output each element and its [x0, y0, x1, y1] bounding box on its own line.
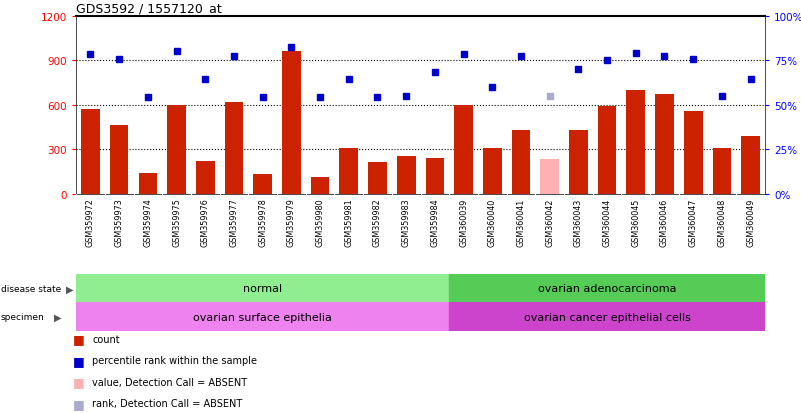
Text: ovarian adenocarcinoma: ovarian adenocarcinoma — [537, 284, 676, 294]
Text: GSM360040: GSM360040 — [488, 198, 497, 246]
Bar — [655, 95, 674, 194]
Bar — [425, 159, 445, 194]
Text: GSM359980: GSM359980 — [316, 198, 324, 247]
Text: GDS3592 / 1557120_at: GDS3592 / 1557120_at — [76, 2, 222, 15]
Bar — [340, 149, 358, 194]
Text: GSM360047: GSM360047 — [689, 198, 698, 247]
Bar — [76, 275, 449, 303]
Text: ■: ■ — [73, 375, 84, 389]
Text: GSM360041: GSM360041 — [517, 198, 525, 246]
Text: GSM359978: GSM359978 — [258, 198, 268, 247]
Text: value, Detection Call = ABSENT: value, Detection Call = ABSENT — [92, 377, 248, 387]
Bar — [253, 175, 272, 194]
Text: GSM360043: GSM360043 — [574, 198, 583, 246]
Text: GSM359984: GSM359984 — [430, 198, 440, 247]
Bar — [224, 102, 244, 194]
Text: rank, Detection Call = ABSENT: rank, Detection Call = ABSENT — [92, 399, 243, 408]
Bar — [311, 178, 329, 194]
Text: count: count — [92, 334, 119, 344]
Text: GSM360042: GSM360042 — [545, 198, 554, 247]
Bar — [81, 110, 100, 194]
Bar — [282, 52, 300, 194]
Text: ▶: ▶ — [66, 284, 73, 294]
Bar — [449, 303, 765, 331]
Text: GSM359982: GSM359982 — [373, 198, 382, 247]
Bar — [483, 149, 501, 194]
Bar — [167, 105, 186, 194]
Bar — [110, 126, 128, 194]
Bar — [541, 160, 559, 194]
Text: percentile rank within the sample: percentile rank within the sample — [92, 356, 257, 366]
Text: GSM359977: GSM359977 — [229, 198, 239, 247]
Text: GSM359972: GSM359972 — [86, 198, 95, 247]
Text: disease state: disease state — [1, 284, 61, 293]
Text: normal: normal — [243, 284, 282, 294]
Bar — [449, 275, 765, 303]
Text: GSM360049: GSM360049 — [746, 198, 755, 247]
Text: ovarian cancer epithelial cells: ovarian cancer epithelial cells — [524, 312, 690, 322]
Text: GSM359975: GSM359975 — [172, 198, 181, 247]
Text: ▶: ▶ — [54, 312, 62, 322]
Text: GSM360044: GSM360044 — [602, 198, 612, 246]
Text: GSM359973: GSM359973 — [115, 198, 123, 247]
Bar — [139, 173, 157, 194]
Text: GSM359979: GSM359979 — [287, 198, 296, 247]
Bar — [598, 107, 617, 194]
Bar — [684, 111, 702, 194]
Text: specimen: specimen — [1, 312, 45, 321]
Bar — [741, 136, 760, 194]
Text: GSM360039: GSM360039 — [459, 198, 468, 247]
Bar — [626, 90, 645, 194]
Text: GSM360048: GSM360048 — [718, 198, 727, 246]
Text: GSM360045: GSM360045 — [631, 198, 640, 247]
Text: GSM359981: GSM359981 — [344, 198, 353, 247]
Text: GSM360046: GSM360046 — [660, 198, 669, 246]
Text: GSM359974: GSM359974 — [143, 198, 152, 247]
Text: ■: ■ — [73, 354, 84, 367]
Bar — [454, 105, 473, 194]
Text: ■: ■ — [73, 332, 84, 346]
Bar — [396, 157, 416, 194]
Bar — [713, 148, 731, 194]
Bar — [368, 162, 387, 194]
Bar — [569, 131, 588, 194]
Text: ■: ■ — [73, 397, 84, 410]
Text: ovarian surface epithelia: ovarian surface epithelia — [193, 312, 332, 322]
Bar — [512, 131, 530, 194]
Bar — [196, 161, 215, 194]
Text: GSM359983: GSM359983 — [401, 198, 411, 247]
Text: GSM359976: GSM359976 — [201, 198, 210, 247]
Bar — [76, 303, 449, 331]
